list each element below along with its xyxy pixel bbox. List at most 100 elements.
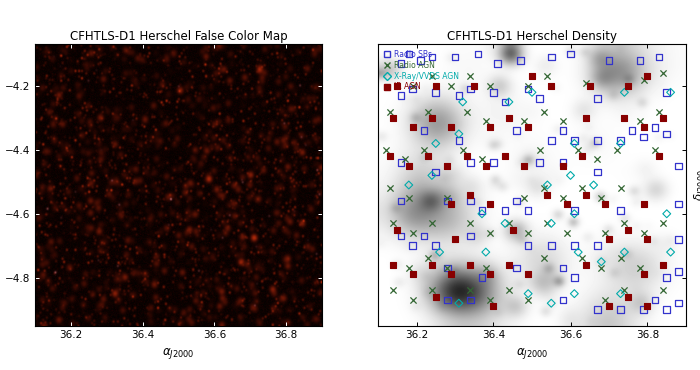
Point — [454, 137, 465, 143]
Point — [557, 118, 568, 124]
Point — [503, 262, 514, 268]
Point — [480, 163, 491, 169]
Point — [430, 169, 441, 175]
Point — [576, 256, 587, 262]
Point — [580, 192, 592, 198]
Point — [407, 86, 418, 92]
Point — [384, 153, 395, 159]
Point — [442, 265, 453, 271]
Point — [596, 195, 607, 201]
Point — [538, 185, 549, 191]
Point — [442, 265, 453, 271]
Point — [426, 287, 438, 293]
Point — [454, 300, 465, 306]
Point — [673, 201, 684, 207]
Point — [657, 221, 668, 226]
Point — [592, 157, 603, 162]
Point — [522, 83, 533, 89]
Point — [557, 160, 568, 166]
Title: CFHTLS-D1 Herschel Density: CFHTLS-D1 Herschel Density — [447, 30, 617, 43]
Y-axis label: $\delta_{J2000}$: $\delta_{J2000}$ — [692, 169, 700, 201]
Point — [545, 243, 557, 249]
Point — [484, 297, 495, 303]
X-axis label: $\alpha_{J2000}$: $\alpha_{J2000}$ — [162, 346, 195, 361]
Point — [526, 73, 538, 79]
Point — [476, 208, 487, 213]
Point — [407, 272, 418, 278]
Point — [514, 57, 526, 63]
Point — [449, 236, 461, 242]
Point — [465, 192, 476, 198]
Point — [673, 163, 684, 169]
X-axis label: $\alpha_{J2000}$: $\alpha_{J2000}$ — [516, 346, 548, 361]
Point — [476, 157, 487, 162]
Point — [503, 221, 514, 226]
Point — [573, 147, 584, 153]
Point — [588, 182, 599, 188]
Point — [465, 297, 476, 303]
Point — [565, 172, 576, 178]
Point — [388, 287, 399, 293]
Point — [592, 137, 603, 143]
Legend: Radio SBs, Radio AGN, X-Ray/VVDS AGN, IR AGN: Radio SBs, Radio AGN, X-Ray/VVDS AGN, IR… — [382, 48, 461, 93]
Point — [465, 262, 476, 268]
Point — [522, 272, 533, 278]
Point — [442, 297, 453, 303]
Point — [426, 262, 438, 268]
Point — [673, 236, 684, 242]
Point — [473, 51, 484, 57]
Point — [519, 163, 530, 169]
Point — [638, 272, 649, 278]
Point — [426, 221, 438, 226]
Point — [522, 230, 533, 236]
Point — [465, 198, 476, 204]
Point — [469, 83, 480, 89]
Point — [568, 208, 580, 213]
Point — [442, 163, 453, 169]
Point — [545, 54, 557, 60]
Point — [380, 147, 391, 153]
Point — [407, 243, 418, 249]
Point — [634, 57, 645, 63]
Point — [615, 141, 626, 147]
Point — [419, 147, 430, 153]
Point — [476, 275, 487, 280]
Point — [526, 90, 538, 95]
Point — [661, 307, 672, 313]
Point — [454, 131, 465, 137]
Point — [557, 163, 568, 169]
Point — [499, 99, 510, 105]
Point — [384, 108, 395, 114]
Point — [557, 128, 568, 134]
Point — [638, 201, 649, 207]
Point — [596, 259, 607, 265]
Point — [407, 230, 418, 236]
Point — [650, 297, 661, 303]
Point — [592, 96, 603, 102]
Point — [634, 265, 645, 271]
Point — [580, 262, 592, 268]
Point — [522, 243, 533, 249]
Point — [388, 262, 399, 268]
Point — [445, 125, 456, 131]
Point — [619, 90, 630, 95]
Point — [395, 233, 407, 239]
Point — [534, 160, 545, 166]
Point — [615, 208, 626, 213]
Point — [557, 265, 568, 271]
Point — [661, 275, 672, 280]
Point — [565, 51, 576, 57]
Point — [615, 256, 626, 262]
Point — [650, 125, 661, 131]
Point — [407, 125, 418, 131]
Point — [619, 287, 630, 293]
Point — [653, 108, 664, 114]
Point — [499, 153, 510, 159]
Point — [568, 291, 580, 297]
Point — [391, 83, 402, 89]
Point — [465, 160, 476, 166]
Point — [615, 291, 626, 297]
Point — [419, 128, 430, 134]
Point — [484, 201, 495, 207]
Point — [661, 211, 672, 217]
